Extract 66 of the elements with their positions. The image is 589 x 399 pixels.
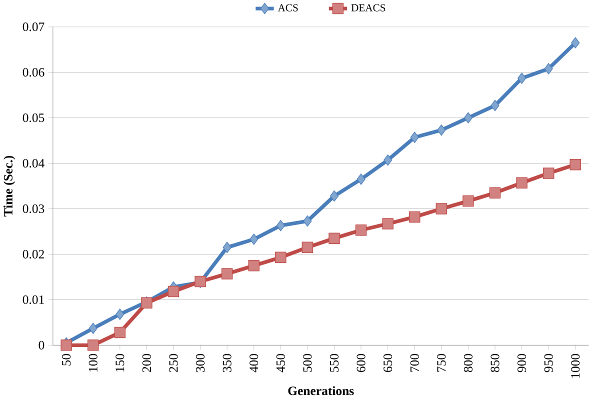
x-tick-label: 300 (196, 354, 205, 372)
x-tick-label: 850 (490, 354, 500, 372)
y-tick-label: 0.01 (22, 296, 44, 304)
x-axis-title: Generations (288, 386, 354, 396)
x-tick-label: 800 (464, 354, 473, 372)
point (462, 196, 474, 207)
point (250, 234, 258, 245)
point (248, 260, 260, 272)
y-tick-label: 0.07 (22, 22, 44, 32)
point (330, 190, 339, 202)
x-tick-label: 250 (169, 354, 178, 372)
x-tick-label: 650 (384, 354, 392, 372)
x-tick-label: 50 (62, 354, 71, 366)
point (355, 224, 367, 236)
x-tick-label: 900 (518, 354, 526, 372)
y-tick-label: 0.03 (22, 204, 44, 214)
x-tick-label: 750 (437, 354, 446, 372)
point (221, 268, 233, 280)
x-tick-label: 700 (410, 354, 419, 372)
point (382, 218, 394, 230)
point (302, 242, 314, 254)
point (490, 100, 500, 112)
point (328, 232, 340, 244)
x-tick-label: 350 (222, 354, 232, 372)
point (303, 216, 312, 227)
y-tick-label: 0.02 (22, 250, 44, 259)
y-tick-label: 0.04 (22, 159, 44, 168)
point (356, 174, 366, 185)
x-tick-label: 500 (303, 354, 312, 372)
point (409, 211, 420, 223)
point (222, 242, 232, 254)
point (542, 168, 554, 180)
y-tick-label: 0.05 (22, 114, 44, 122)
legend-label: DEACS (351, 4, 386, 12)
point (571, 37, 580, 49)
point (276, 220, 285, 232)
y-axis-title: Time (Sec.) (4, 156, 16, 217)
point (518, 72, 526, 84)
x-tick-label: 100 (88, 354, 98, 372)
x-tick-label: 1000 (571, 354, 580, 378)
point (168, 286, 180, 298)
point (116, 308, 124, 320)
y-tick-label: 0.06 (22, 68, 44, 77)
point (437, 124, 446, 136)
point (87, 340, 99, 351)
point (410, 132, 419, 144)
x-tick-label: 150 (116, 354, 124, 372)
x-tick-label: 950 (544, 354, 553, 372)
point (114, 326, 126, 338)
point (464, 112, 473, 124)
point (384, 154, 392, 166)
x-tick-label: 200 (142, 354, 151, 372)
point (275, 252, 286, 264)
x-tick-label: 400 (250, 354, 258, 372)
point (88, 322, 98, 334)
x-tick-label: 450 (276, 354, 285, 372)
point (570, 159, 582, 170)
point (489, 187, 501, 199)
point (436, 203, 448, 215)
point (516, 177, 528, 189)
point (60, 340, 72, 351)
legend-label: ACS (278, 4, 298, 12)
x-tick-label: 600 (356, 354, 366, 372)
x-tick-label: 550 (330, 354, 339, 372)
y-tick-label: 0 (38, 341, 44, 350)
point (544, 63, 553, 74)
